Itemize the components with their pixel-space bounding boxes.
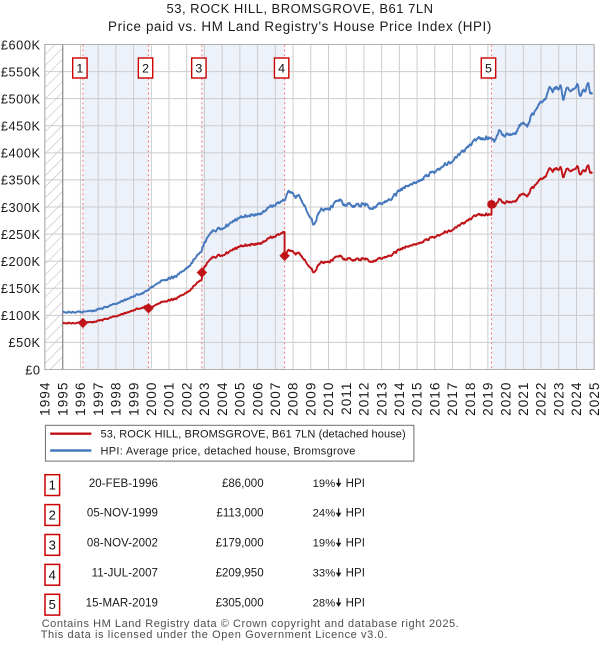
svg-text:HPI: HPI: [346, 478, 366, 490]
svg-text:1998: 1998: [109, 382, 124, 416]
svg-text:Contains HM Land Registry data: Contains HM Land Registry data © Crown c…: [42, 618, 460, 630]
svg-text:£300K: £300K: [1, 200, 41, 215]
svg-text:2: 2: [49, 508, 56, 523]
svg-text:2025: 2025: [587, 382, 600, 416]
svg-text:2006: 2006: [250, 382, 265, 416]
svg-text:28%: 28%: [313, 597, 336, 609]
svg-text:HPI: Average price, detached h: HPI: Average price, detached house, Brom…: [101, 445, 356, 457]
svg-text:£450K: £450K: [1, 119, 41, 134]
svg-text:£600K: £600K: [1, 37, 41, 52]
svg-text:2019: 2019: [481, 382, 496, 416]
svg-text:1996: 1996: [73, 382, 88, 416]
svg-text:33%: 33%: [313, 568, 336, 580]
svg-text:2022: 2022: [534, 382, 549, 416]
svg-text:2020: 2020: [498, 382, 513, 416]
svg-text:05-NOV-1999: 05-NOV-1999: [87, 508, 158, 520]
svg-text:2021: 2021: [516, 382, 531, 416]
svg-text:£100K: £100K: [1, 308, 41, 323]
svg-text:2001: 2001: [162, 382, 177, 416]
svg-text:1994: 1994: [38, 382, 53, 416]
svg-text:£250K: £250K: [1, 227, 41, 242]
svg-text:HPI: HPI: [346, 508, 366, 520]
svg-text:2014: 2014: [392, 382, 407, 416]
svg-text:1: 1: [76, 62, 83, 76]
svg-text:20-FEB-1996: 20-FEB-1996: [89, 478, 158, 490]
svg-text:£550K: £550K: [1, 64, 41, 79]
svg-text:2008: 2008: [286, 382, 301, 416]
svg-text:£86,000: £86,000: [222, 478, 264, 490]
svg-text:1: 1: [49, 478, 56, 493]
svg-text:2012: 2012: [357, 382, 372, 416]
svg-text:19%: 19%: [313, 478, 336, 490]
svg-text:3: 3: [195, 62, 202, 76]
svg-text:15-MAR-2019: 15-MAR-2019: [86, 597, 158, 609]
svg-text:2016: 2016: [427, 382, 442, 416]
svg-text:£150K: £150K: [1, 281, 41, 296]
svg-text:£500K: £500K: [1, 91, 41, 106]
svg-text:3: 3: [49, 537, 56, 552]
svg-text:2013: 2013: [374, 382, 389, 416]
svg-text:2024: 2024: [569, 382, 584, 416]
svg-text:4: 4: [278, 62, 285, 76]
svg-text:2018: 2018: [463, 382, 478, 416]
svg-text:2009: 2009: [303, 382, 318, 416]
svg-text:2010: 2010: [321, 382, 336, 416]
svg-text:1999: 1999: [126, 382, 141, 416]
svg-text:2004: 2004: [215, 382, 230, 416]
svg-text:£0: £0: [25, 362, 40, 377]
svg-text:53, ROCK HILL, BROMSGROVE, B61: 53, ROCK HILL, BROMSGROVE, B61 7LN: [167, 1, 434, 16]
svg-text:Price paid vs. HM Land Registr: Price paid vs. HM Land Registry's House …: [108, 19, 492, 34]
svg-text:£200K: £200K: [1, 254, 41, 269]
svg-text:08-NOV-2002: 08-NOV-2002: [87, 538, 158, 550]
svg-text:53, ROCK HILL, BROMSGROVE, B61: 53, ROCK HILL, BROMSGROVE, B61 7LN (deta…: [101, 429, 406, 441]
svg-text:£50K: £50K: [9, 335, 41, 350]
svg-text:2007: 2007: [268, 382, 283, 416]
svg-text:2011: 2011: [339, 382, 354, 415]
svg-text:2002: 2002: [179, 382, 194, 416]
svg-text:HPI: HPI: [346, 568, 366, 580]
svg-text:2000: 2000: [144, 382, 159, 416]
svg-text:£209,950: £209,950: [216, 568, 264, 580]
svg-text:5: 5: [49, 597, 56, 612]
svg-text:5: 5: [485, 62, 492, 76]
svg-text:1995: 1995: [55, 382, 70, 416]
svg-text:1997: 1997: [91, 382, 106, 416]
svg-text:£305,000: £305,000: [216, 597, 264, 609]
svg-text:£113,000: £113,000: [216, 508, 263, 520]
svg-text:£350K: £350K: [1, 173, 41, 188]
svg-text:2005: 2005: [233, 382, 248, 416]
svg-text:2015: 2015: [410, 382, 425, 416]
svg-text:2017: 2017: [445, 382, 460, 416]
svg-text:£179,000: £179,000: [216, 538, 264, 550]
svg-text:11-JUL-2007: 11-JUL-2007: [92, 568, 158, 580]
svg-text:2023: 2023: [551, 382, 566, 416]
svg-text:2003: 2003: [197, 382, 212, 416]
svg-text:19%: 19%: [313, 538, 336, 550]
svg-text:4: 4: [49, 567, 56, 582]
svg-text:24%: 24%: [313, 508, 336, 520]
svg-text:£400K: £400K: [1, 146, 41, 161]
svg-text:This data is licensed under th: This data is licensed under the Open Gov…: [41, 629, 388, 641]
svg-text:2: 2: [142, 62, 149, 76]
svg-text:HPI: HPI: [346, 597, 366, 609]
svg-text:HPI: HPI: [346, 538, 366, 550]
